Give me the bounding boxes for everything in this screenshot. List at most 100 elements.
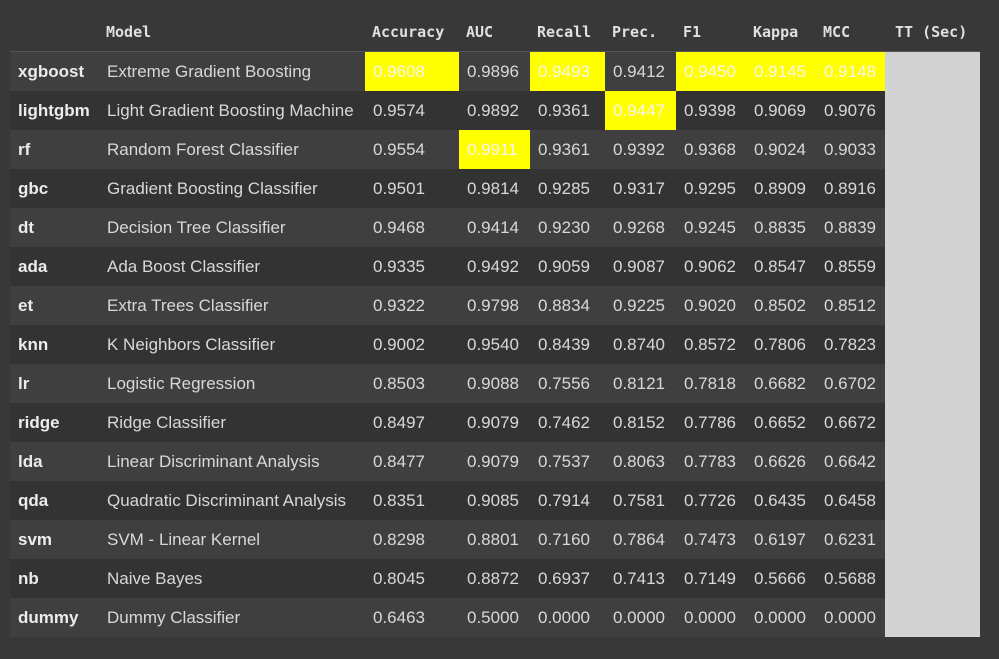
prec-cell: 0.9447 xyxy=(605,91,676,130)
tt-sec-cell xyxy=(885,559,980,598)
model-name-cell: Light Gradient Boosting Machine xyxy=(99,91,365,130)
f1-cell: 0.9368 xyxy=(676,130,746,169)
auc-cell: 0.9814 xyxy=(459,169,530,208)
kappa-cell: 0.6197 xyxy=(746,520,816,559)
row-index-cell: qda xyxy=(10,481,99,520)
table-row: xgboost Extreme Gradient Boosting 0.9608 0.… xyxy=(10,51,980,91)
tt-sec-cell xyxy=(885,364,980,403)
table-row: dummy Dummy Classifier 0.6463 0.5000 0.0000 0… xyxy=(10,598,980,637)
accuracy-cell: 0.9608 xyxy=(365,51,459,91)
kappa-cell: 0.9145 xyxy=(746,51,816,91)
tt-sec-cell xyxy=(885,325,980,364)
mcc-cell: 0.8512 xyxy=(816,286,885,325)
header-tt-sec: TT (Sec) xyxy=(885,12,980,52)
f1-cell: 0.9245 xyxy=(676,208,746,247)
row-index-cell: ridge xyxy=(10,403,99,442)
auc-cell: 0.9079 xyxy=(459,442,530,481)
table-row: nb Naive Bayes 0.8045 0.8872 0.6937 0.7413 0.7… xyxy=(10,559,980,598)
row-index-cell: knn xyxy=(10,325,99,364)
row-index-cell: svm xyxy=(10,520,99,559)
table-row: svm SVM - Linear Kernel 0.8298 0.8801 0.7160… xyxy=(10,520,980,559)
kappa-cell: 0.6682 xyxy=(746,364,816,403)
mcc-cell: 0.6672 xyxy=(816,403,885,442)
row-index-cell: nb xyxy=(10,559,99,598)
recall-cell: 0.0000 xyxy=(530,598,605,637)
header-mcc: MCC xyxy=(816,12,885,52)
recall-cell: 0.9361 xyxy=(530,130,605,169)
mcc-cell: 0.5688 xyxy=(816,559,885,598)
header-index xyxy=(10,12,99,52)
tt-sec-cell xyxy=(885,403,980,442)
auc-cell: 0.9414 xyxy=(459,208,530,247)
mcc-cell: 0.8916 xyxy=(816,169,885,208)
tt-sec-cell xyxy=(885,208,980,247)
prec-cell: 0.8121 xyxy=(605,364,676,403)
table-row: lightgbm Light Gradient Boosting Machine 0… xyxy=(10,91,980,130)
model-name-cell: Ridge Classifier xyxy=(99,403,365,442)
f1-cell: 0.7149 xyxy=(676,559,746,598)
model-name-cell: Decision Tree Classifier xyxy=(99,208,365,247)
prec-cell: 0.7864 xyxy=(605,520,676,559)
row-index-cell: lightgbm xyxy=(10,91,99,130)
model-name-cell: Dummy Classifier xyxy=(99,598,365,637)
accuracy-cell: 0.9501 xyxy=(365,169,459,208)
mcc-cell: 0.8839 xyxy=(816,208,885,247)
row-index-cell: et xyxy=(10,286,99,325)
accuracy-cell: 0.6463 xyxy=(365,598,459,637)
accuracy-cell: 0.9468 xyxy=(365,208,459,247)
f1-cell: 0.9398 xyxy=(676,91,746,130)
prec-cell: 0.9317 xyxy=(605,169,676,208)
table-row: et Extra Trees Classifier 0.9322 0.9798 0.88… xyxy=(10,286,980,325)
prec-cell: 0.0000 xyxy=(605,598,676,637)
f1-cell: 0.9020 xyxy=(676,286,746,325)
header-accuracy: Accuracy xyxy=(365,12,459,52)
tt-sec-cell xyxy=(885,286,980,325)
header-kappa: Kappa xyxy=(746,12,816,52)
auc-cell: 0.5000 xyxy=(459,598,530,637)
auc-cell: 0.9079 xyxy=(459,403,530,442)
tt-sec-cell xyxy=(885,169,980,208)
accuracy-cell: 0.8503 xyxy=(365,364,459,403)
header-auc: AUC xyxy=(459,12,530,52)
accuracy-cell: 0.9335 xyxy=(365,247,459,286)
accuracy-cell: 0.9002 xyxy=(365,325,459,364)
recall-cell: 0.7914 xyxy=(530,481,605,520)
f1-cell: 0.7473 xyxy=(676,520,746,559)
mcc-cell: 0.9033 xyxy=(816,130,885,169)
table-body: xgboost Extreme Gradient Boosting 0.9608 0.… xyxy=(10,51,980,637)
mcc-cell: 0.0000 xyxy=(816,598,885,637)
prec-cell: 0.9268 xyxy=(605,208,676,247)
tt-sec-cell xyxy=(885,91,980,130)
accuracy-cell: 0.9574 xyxy=(365,91,459,130)
mcc-cell: 0.6642 xyxy=(816,442,885,481)
kappa-cell: 0.8835 xyxy=(746,208,816,247)
row-index-cell: gbc xyxy=(10,169,99,208)
prec-cell: 0.8063 xyxy=(605,442,676,481)
recall-cell: 0.9361 xyxy=(530,91,605,130)
auc-cell: 0.8872 xyxy=(459,559,530,598)
row-index-cell: lr xyxy=(10,364,99,403)
accuracy-cell: 0.8497 xyxy=(365,403,459,442)
recall-cell: 0.9230 xyxy=(530,208,605,247)
model-name-cell: SVM - Linear Kernel xyxy=(99,520,365,559)
table-row: gbc Gradient Boosting Classifier 0.9501 0.9… xyxy=(10,169,980,208)
recall-cell: 0.7537 xyxy=(530,442,605,481)
mcc-cell: 0.6702 xyxy=(816,364,885,403)
mcc-cell: 0.6231 xyxy=(816,520,885,559)
row-index-cell: lda xyxy=(10,442,99,481)
prec-cell: 0.8152 xyxy=(605,403,676,442)
f1-cell: 0.8572 xyxy=(676,325,746,364)
f1-cell: 0.7786 xyxy=(676,403,746,442)
prec-cell: 0.7413 xyxy=(605,559,676,598)
kappa-cell: 0.6626 xyxy=(746,442,816,481)
header-row: Model Accuracy AUC Recall Prec. F1 Kappa… xyxy=(10,12,980,52)
table-row: ada Ada Boost Classifier 0.9335 0.9492 0.905… xyxy=(10,247,980,286)
table-row: ridge Ridge Classifier 0.8497 0.9079 0.7462 0… xyxy=(10,403,980,442)
kappa-cell: 0.6435 xyxy=(746,481,816,520)
auc-cell: 0.9892 xyxy=(459,91,530,130)
recall-cell: 0.7160 xyxy=(530,520,605,559)
mcc-cell: 0.8559 xyxy=(816,247,885,286)
kappa-cell: 0.9069 xyxy=(746,91,816,130)
recall-cell: 0.6937 xyxy=(530,559,605,598)
model-name-cell: Quadratic Discriminant Analysis xyxy=(99,481,365,520)
